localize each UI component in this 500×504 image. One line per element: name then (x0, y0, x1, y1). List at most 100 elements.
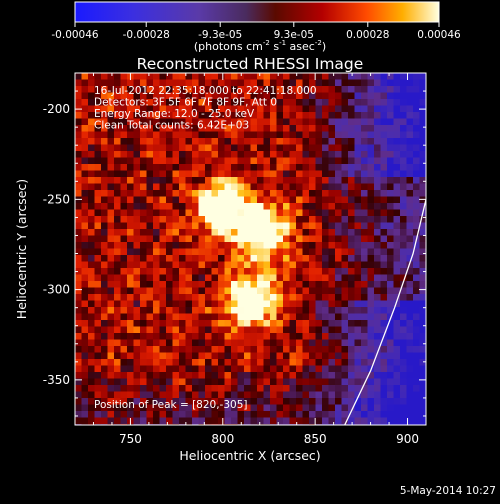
heatmap-cell (335, 391, 343, 399)
heatmap-cell (296, 131, 304, 139)
heatmap-cell (393, 365, 401, 373)
heatmap-cell (133, 177, 141, 185)
heatmap-cell (153, 359, 161, 367)
heatmap-cell (380, 352, 388, 360)
heatmap-cell (387, 391, 395, 399)
heatmap-cell (302, 157, 310, 165)
heatmap-cell (367, 294, 375, 302)
colorbar-tick-label: -0.00046 (51, 29, 99, 41)
heatmap-cell (88, 313, 96, 321)
heatmap-cell (205, 222, 213, 230)
heatmap-cell (296, 417, 304, 425)
heatmap-cell (250, 300, 258, 308)
heatmap-cell (140, 164, 148, 172)
heatmap-cell (127, 229, 135, 237)
heatmap-cell (263, 411, 271, 419)
heatmap-cell (250, 352, 258, 360)
heatmap-cell (276, 99, 284, 107)
heatmap-cell (140, 138, 148, 146)
heatmap-cell (192, 248, 200, 256)
heatmap-cell (393, 248, 401, 256)
heatmap-cell (341, 268, 349, 276)
heatmap-cell (289, 287, 297, 295)
heatmap-cell (205, 125, 213, 133)
heatmap-cell (380, 144, 388, 152)
heatmap-cell (237, 112, 245, 120)
heatmap-cell (380, 79, 388, 87)
heatmap-cell (146, 151, 154, 159)
heatmap-cell (107, 281, 115, 289)
heatmap-cell (276, 151, 284, 159)
heatmap-cell (341, 235, 349, 243)
heatmap-cell (406, 138, 414, 146)
heatmap-cell (185, 177, 193, 185)
heatmap-cell (224, 144, 232, 152)
heatmap-cell (166, 125, 174, 133)
heatmap-cell (172, 125, 180, 133)
heatmap-cell (413, 144, 421, 152)
heatmap-cell (387, 274, 395, 282)
heatmap-cell (88, 320, 96, 328)
heatmap-cell (400, 216, 408, 224)
heatmap-cell (413, 125, 421, 133)
heatmap-cell (75, 333, 83, 341)
heatmap-cell (354, 404, 362, 412)
heatmap-cell (192, 209, 200, 217)
heatmap-cell (133, 404, 141, 412)
heatmap-cell (348, 235, 356, 243)
heatmap-cell (263, 99, 271, 107)
heatmap-cell (257, 333, 265, 341)
heatmap-cell (133, 79, 141, 87)
heatmap-cell (263, 268, 271, 276)
heatmap-cell (205, 268, 213, 276)
heatmap-cell (185, 378, 193, 386)
heatmap-cell (413, 274, 421, 282)
heatmap-cell (159, 138, 167, 146)
heatmap-cell (75, 346, 83, 354)
heatmap-cell (263, 372, 271, 380)
heatmap-cell (361, 183, 369, 191)
heatmap-cell (270, 268, 278, 276)
heatmap-cell (192, 118, 200, 126)
heatmap-cell (400, 391, 408, 399)
heatmap-cell (393, 125, 401, 133)
heatmap-cell (192, 404, 200, 412)
heatmap-cell (218, 138, 226, 146)
heatmap-cell (250, 73, 258, 81)
heatmap-cell (361, 365, 369, 373)
heatmap-cell (205, 313, 213, 321)
heatmap-cell (283, 333, 291, 341)
heatmap-cell (296, 326, 304, 334)
heatmap-cell (406, 365, 414, 373)
heatmap-cell (335, 157, 343, 165)
heatmap-cell (81, 203, 89, 211)
heatmap-cell (114, 398, 122, 406)
heatmap-cell (218, 131, 226, 139)
heatmap-cell (328, 235, 336, 243)
heatmap-cell (361, 372, 369, 380)
heatmap-cell (263, 274, 271, 282)
heatmap-cell (198, 339, 206, 347)
heatmap-cell (94, 320, 102, 328)
heatmap-cell (185, 320, 193, 328)
heatmap-cell (146, 164, 154, 172)
heatmap-cell (315, 86, 323, 94)
heatmap-cell (81, 339, 89, 347)
heatmap-cell (413, 404, 421, 412)
heatmap-cell (159, 255, 167, 263)
heatmap-cell (380, 359, 388, 367)
heatmap-cell (211, 307, 219, 315)
heatmap-cell (231, 190, 239, 198)
heatmap-cell (94, 287, 102, 295)
heatmap-cell (120, 92, 128, 100)
heatmap-cell (289, 164, 297, 172)
heatmap-cell (107, 157, 115, 165)
heatmap-cell (302, 274, 310, 282)
heatmap-cell (263, 333, 271, 341)
heatmap-cell (153, 105, 161, 113)
heatmap-cell (361, 320, 369, 328)
heatmap-cell (81, 164, 89, 172)
heatmap-cell (289, 346, 297, 354)
heatmap-cell (250, 365, 258, 373)
heatmap-cell (309, 86, 317, 94)
